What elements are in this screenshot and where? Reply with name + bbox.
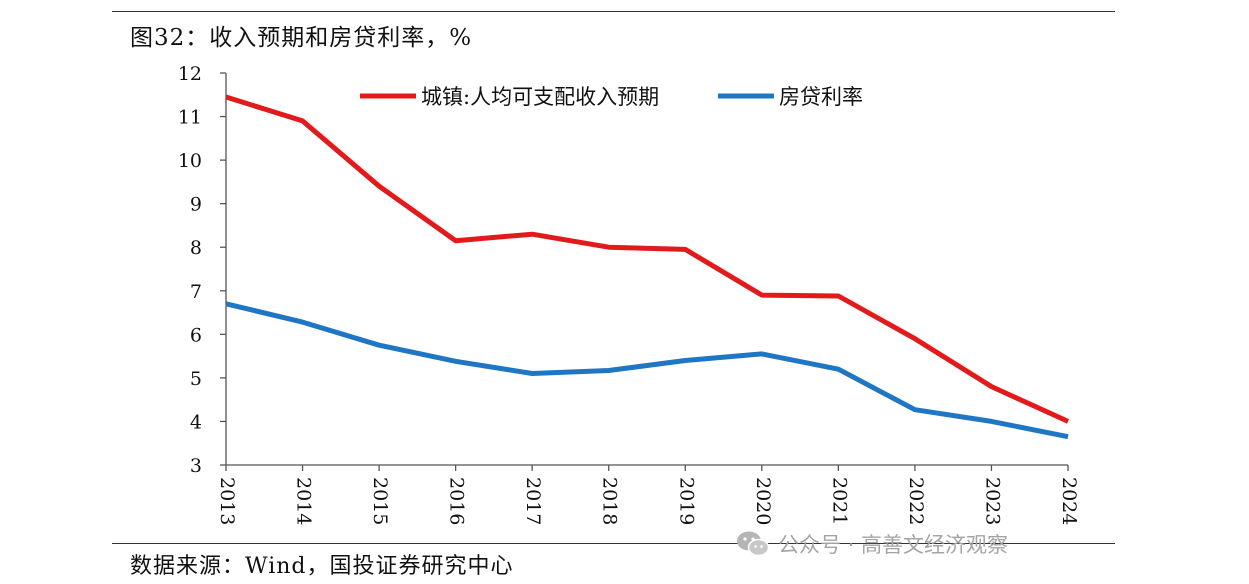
bottom-rule	[112, 543, 1115, 544]
watermark-text: 公众号 · 高善文经济观察	[778, 533, 1009, 557]
x-tick-label: 2019	[675, 477, 697, 525]
y-tick-label: 12	[178, 63, 202, 85]
x-tick-label: 2021	[828, 477, 850, 525]
x-tick-label: 2018	[599, 477, 621, 525]
y-tick-label: 6	[190, 324, 202, 346]
y-tick-label: 4	[190, 411, 202, 433]
x-tick-label: 2015	[369, 477, 391, 525]
y-tick-label: 10	[178, 150, 202, 172]
series-line-1	[225, 94, 1070, 424]
watermark: 公众号 · 高善文经济观察	[736, 526, 1008, 562]
y-tick-label: 11	[178, 107, 202, 129]
series-line-2	[225, 301, 1069, 440]
figure-title: 图32：收入预期和房贷利率，%	[130, 25, 473, 51]
x-tick-label: 2022	[905, 477, 927, 525]
source-note: 数据来源：Wind，国投证券研究中心	[130, 554, 514, 579]
x-tick-label: 2020	[752, 477, 774, 525]
y-tick-label: 3	[190, 455, 202, 477]
y-tick-label: 9	[190, 194, 202, 216]
x-tick-label: 2024	[1058, 477, 1080, 525]
top-rule	[112, 11, 1115, 12]
y-tick-label: 5	[190, 368, 202, 390]
legend-label-2: 房贷利率	[779, 85, 863, 109]
legend-label-1: 城镇:人均可支配收入预期	[421, 85, 659, 109]
x-tick-label: 2014	[293, 477, 315, 525]
y-tick-label: 8	[190, 237, 202, 259]
x-tick-label: 2016	[446, 477, 468, 525]
x-tick-label: 2013	[216, 477, 238, 525]
chart-series	[225, 94, 1070, 440]
x-tick-label: 2023	[981, 477, 1003, 525]
chart-axes: 3 4 5 6 7 8 9 10 11 12 2013 2014 2015 2016 2017 2018 201…	[178, 63, 1080, 525]
chart-legend: 城镇:人均可支配收入预期 房贷利率	[360, 85, 863, 109]
wechat-icon	[737, 531, 770, 557]
x-tick-label: 2017	[522, 477, 544, 525]
y-tick-label: 7	[190, 281, 202, 303]
